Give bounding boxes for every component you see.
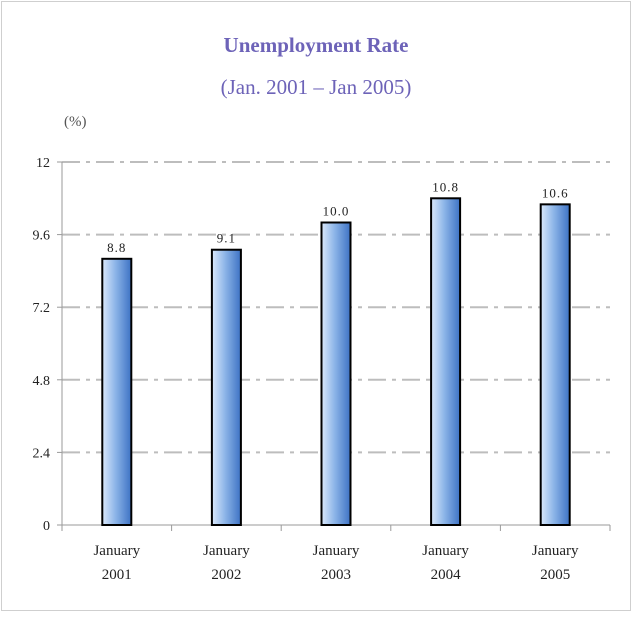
bar-1 (210, 248, 242, 526)
x-tick-labels: January 2001 January 2002 January 2003 January… (93, 543, 579, 583)
data-label-0: 8.8 (107, 240, 126, 255)
x-tick-label-1-line-1: 2002 (211, 567, 241, 583)
data-labels: 8.8 9.1 10.0 10.8 10.6 (107, 179, 569, 255)
data-label-3: 10.8 (432, 179, 459, 194)
data-label-2: 10.0 (323, 204, 350, 219)
y-tick-label-0: 0 (43, 519, 50, 534)
y-tick-label-4: 9.6 (33, 229, 51, 244)
chart-canvas: Unemployment Rate (Jan. 2001 – Jan 2005)… (33, 33, 611, 583)
x-tick-label-2-line-0: January (313, 543, 360, 559)
bars (101, 197, 571, 527)
bar-0 (101, 257, 133, 526)
data-label-1: 9.1 (217, 231, 236, 246)
y-tick-label-5: 12 (36, 156, 50, 171)
x-tick-label-3-line-0: January (422, 543, 469, 559)
x-tick-label-4-line-0: January (532, 543, 579, 559)
y-tick-label-2: 4.8 (33, 374, 51, 389)
chart-frame: Unemployment Rate (Jan. 2001 – Jan 2005)… (1, 1, 631, 611)
y-tick-label-1: 2.4 (33, 446, 51, 461)
chart-title: Unemployment Rate (224, 33, 409, 57)
x-tick-label-0-line-1: 2001 (102, 567, 132, 583)
data-label-4: 10.6 (542, 185, 569, 200)
bar-2 (320, 221, 352, 526)
y-tick-labels: 0 2.4 4.8 7.2 9.6 12 (33, 156, 51, 534)
bar-3 (430, 197, 462, 527)
y-tick-label-3: 7.2 (33, 301, 51, 316)
bar-4 (539, 203, 571, 526)
x-tick-label-0-line-0: January (93, 543, 140, 559)
x-tick-label-4-line-1: 2005 (540, 567, 570, 583)
y-axis-unit-label: (%) (64, 114, 87, 130)
x-tick-label-2-line-1: 2003 (321, 567, 351, 583)
x-tick-label-1-line-0: January (203, 543, 250, 559)
x-tick-label-3-line-1: 2004 (431, 567, 462, 583)
chart-subtitle: (Jan. 2001 – Jan 2005) (221, 75, 412, 99)
